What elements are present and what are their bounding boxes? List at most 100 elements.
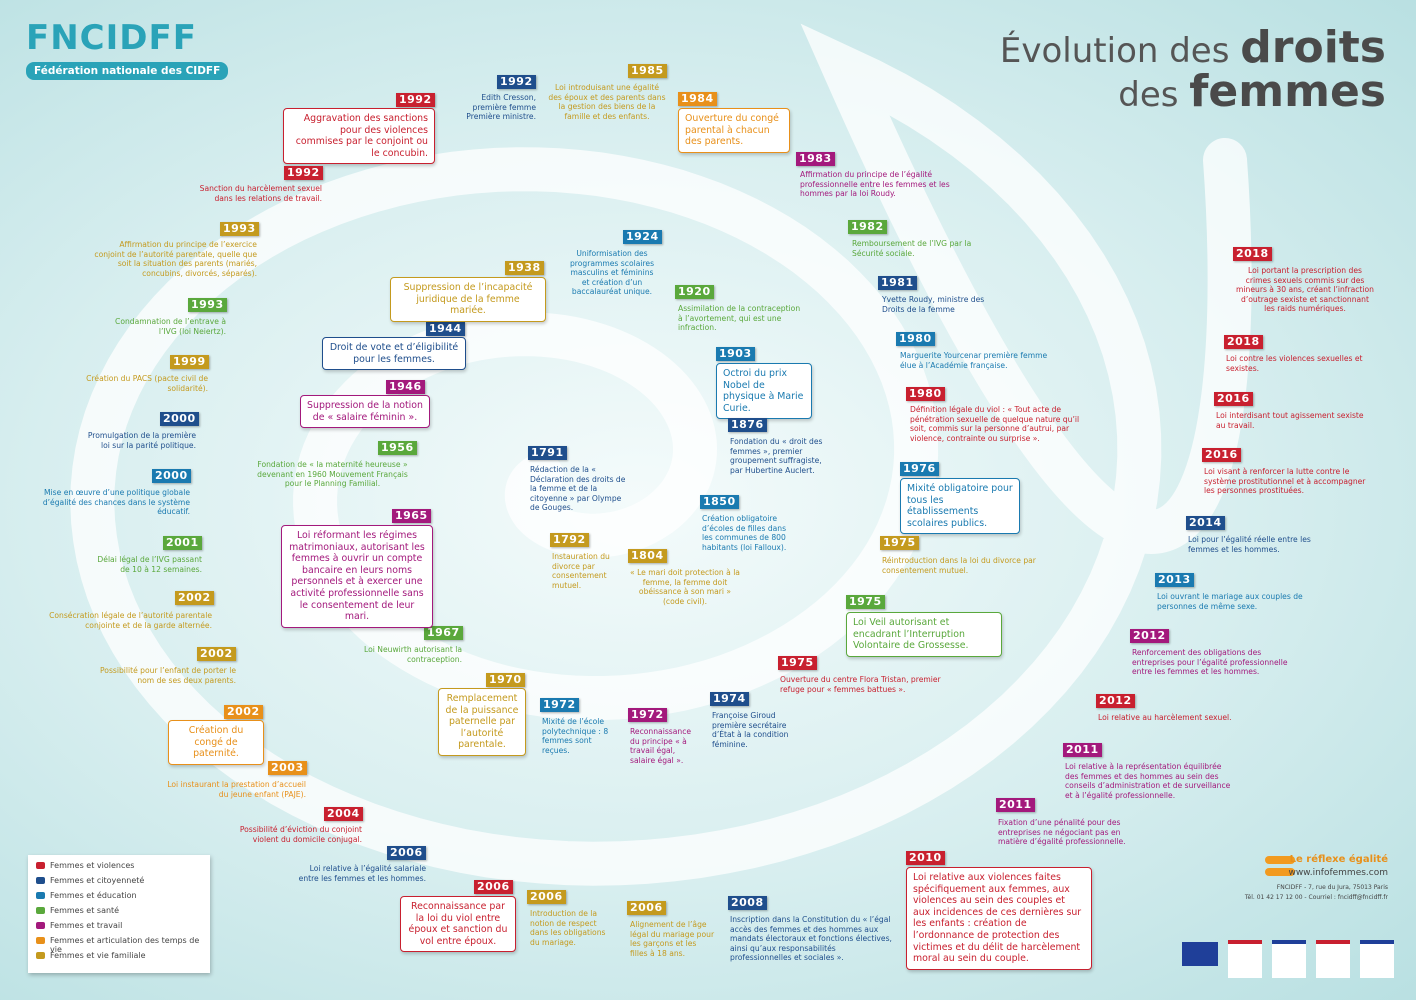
event-box: Mixité obligatoire pour tous les établis… (900, 478, 1020, 535)
year-tab: 2002 (197, 647, 236, 661)
partner-logo (1360, 940, 1394, 978)
year-tab: 2000 (152, 469, 191, 483)
event-text: Renforcement des obligations des entrepr… (1132, 648, 1288, 677)
event-text: Loi relative à la représentation équilib… (1065, 762, 1231, 800)
year-tab: 1980 (896, 332, 935, 346)
event-box: Loi Veil autorisant et encadrant l’Inter… (846, 612, 1002, 657)
logo: FNCIDFF (26, 18, 197, 58)
year-tab: 1993 (188, 298, 227, 312)
year-tab: 2012 (1130, 629, 1169, 643)
event-text: Loi portant la prescription des crimes s… (1236, 266, 1374, 314)
event-text: Alignement de l’âge légal du mariage pou… (630, 920, 715, 958)
year-tab: 2018 (1233, 247, 1272, 261)
year-tab: 2011 (996, 798, 1035, 812)
logo-subtitle: Fédération nationale des CIDFF (26, 62, 229, 80)
year-tab: 2006 (474, 880, 513, 894)
event-text: « Le mari doit protection à la femme, la… (630, 568, 740, 606)
partner-logo (1272, 940, 1306, 978)
legend-label: Femmes et articulation des temps de vie (50, 936, 200, 954)
partner-logo (1316, 940, 1350, 978)
event-text: Mise en œuvre d’une politique globale d’… (42, 488, 190, 517)
year-tab: 2000 (160, 412, 199, 426)
eu-logo (1182, 942, 1218, 966)
year-tab: 1970 (486, 673, 525, 687)
event-text: Assimilation de la contraception à l’avo… (678, 304, 801, 333)
year-tab: 1876 (728, 418, 767, 432)
legend-item: Femmes et éducation (36, 891, 137, 900)
title-line: des femmes (1118, 70, 1386, 116)
event-text: Remboursement de l’IVG par la Sécurité s… (852, 239, 972, 258)
event-text: Loi interdisant tout agissement sexiste … (1216, 411, 1364, 430)
contact: Tél. 01 42 17 12 00 - Courriel : fncidff… (1244, 894, 1388, 901)
event-box: Suppression de la notion de « salaire fé… (300, 395, 430, 429)
year-tab: 1976 (900, 462, 939, 476)
year-tab: 2016 (1214, 392, 1253, 406)
legend-item: Femmes et violences (36, 861, 134, 870)
legend-label: Femmes et violences (50, 861, 135, 870)
legend-swatch (36, 862, 45, 869)
year-tab: 2010 (906, 851, 945, 865)
event-text: Loi instaurant la prestation d’accueil d… (167, 780, 306, 799)
year-tab: 1792 (550, 533, 589, 547)
year-tab: 1938 (505, 261, 544, 275)
year-tab: 2002 (175, 591, 214, 605)
legend-item: Femmes et travail (36, 921, 122, 930)
year-tab: 1985 (628, 64, 667, 78)
event-text: Création obligatoire d’écoles de filles … (702, 514, 787, 552)
event-text: Création du PACS (pacte civil de solidar… (86, 374, 208, 393)
legend-swatch (36, 952, 45, 959)
year-tab: 1975 (880, 536, 919, 550)
event-box: Droit de vote et d’éligibilité pour les … (322, 337, 466, 371)
event-text: Loi pour l’égalité réelle entre les femm… (1188, 535, 1311, 554)
year-tab: 1965 (392, 509, 431, 523)
year-tab: 2001 (163, 536, 202, 550)
event-text: Réintroduction dans la loi du divorce pa… (882, 556, 1036, 575)
year-tab: 2006 (387, 846, 426, 860)
year-tab: 1972 (628, 708, 667, 722)
address: FNCIDFF - 7, rue du Jura, 75013 Paris (1276, 884, 1388, 891)
year-tab: 1993 (220, 222, 259, 236)
slogan-mark (1265, 868, 1295, 876)
year-tab: 1791 (528, 446, 567, 460)
year-tab: 1992 (396, 93, 435, 107)
year-tab: 1944 (426, 322, 465, 336)
event-text: Sanction du harcèlement sexuel dans les … (199, 184, 322, 203)
year-tab: 1956 (378, 441, 417, 455)
year-tab: 2006 (527, 890, 566, 904)
year-tab: 1903 (716, 347, 755, 361)
event-box: Loi relative aux violences faites spécif… (906, 867, 1092, 970)
event-text: Loi relative à l’égalité salariale entre… (298, 864, 426, 883)
legend-swatch (36, 907, 45, 914)
event-text: Uniformisation des programmes scolaires … (569, 249, 655, 297)
legend-label: Femmes et vie familiale (50, 951, 146, 960)
year-tab: 2004 (324, 807, 363, 821)
event-text: Loi introduisant une égalité des époux e… (548, 83, 666, 121)
year-tab: 1946 (386, 380, 425, 394)
event-box: Ouverture du congé parental à chacun des… (678, 108, 790, 153)
year-tab: 2012 (1096, 694, 1135, 708)
year-tab: 1972 (540, 698, 579, 712)
event-box: Octroi du prix Nobel de physique à Marie… (716, 363, 812, 420)
legend-item: Femmes et articulation des temps de vie (36, 936, 210, 954)
legend-item: Femmes et citoyenneté (36, 876, 144, 885)
event-text: Condamnation de l’entrave à l’IVG (loi N… (115, 317, 226, 336)
event-text: Inscription dans la Constitution du « l’… (730, 915, 892, 963)
event-box: Aggravation des sanctions pour des viole… (283, 108, 435, 165)
event-text: Fixation d’une pénalité pour des entrepr… (998, 818, 1126, 847)
legend-swatch (36, 892, 45, 899)
event-text: Définition légale du viol : « Tout acte … (910, 405, 1080, 443)
title-line: Évolution des droits (1000, 26, 1386, 72)
year-tab: 1980 (906, 387, 945, 401)
event-text: Reconnaissance du principe « à travail é… (630, 727, 692, 765)
title-bold: droits (1240, 22, 1386, 73)
year-tab: 2018 (1224, 335, 1263, 349)
event-text: Rédaction de la « Déclaration des droits… (530, 465, 626, 513)
legend-item: Femmes et santé (36, 906, 119, 915)
event-text: Françoise Giroud première secrétaire d’É… (712, 711, 789, 749)
event-text: Délai légal de l’IVG passant de 10 à 12 … (97, 555, 202, 574)
event-text: Loi contre les violences sexuelles et se… (1226, 354, 1363, 373)
slogan: Le réflexe égalité (1289, 854, 1388, 865)
year-tab: 1804 (628, 549, 667, 563)
year-tab: 1992 (284, 166, 323, 180)
event-text: Fondation du « droit des femmes », premi… (730, 437, 823, 475)
